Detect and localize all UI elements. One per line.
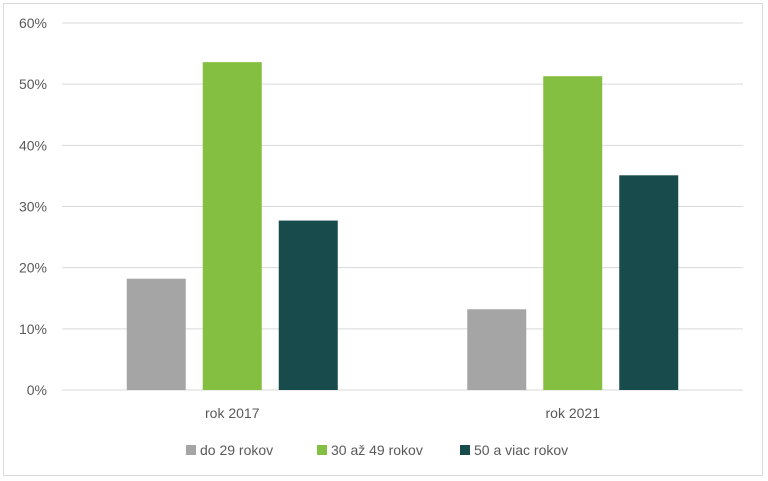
y-tick-label: 40%: [19, 137, 47, 153]
bar: [278, 220, 338, 390]
y-tick-label: 0%: [27, 382, 47, 398]
chart-border: [3, 3, 763, 476]
bar: [126, 278, 186, 390]
x-tick-label: rok 2021: [546, 405, 601, 421]
legend-swatch: [186, 445, 196, 455]
y-tick-label: 30%: [19, 199, 47, 215]
bar: [467, 309, 527, 390]
bar: [543, 76, 603, 390]
legend-label: do 29 rokov: [200, 442, 273, 458]
y-tick-label: 60%: [19, 15, 47, 31]
bar: [619, 175, 679, 390]
bar: [202, 62, 262, 390]
legend-swatch: [317, 445, 327, 455]
y-tick-label: 50%: [19, 76, 47, 92]
y-tick-label: 20%: [19, 260, 47, 276]
legend-label: 30 až 49 rokov: [331, 442, 423, 458]
y-tick-label: 10%: [19, 321, 47, 337]
legend-swatch: [460, 445, 470, 455]
x-tick-label: rok 2017: [205, 405, 260, 421]
legend-label: 50 a viac rokov: [474, 442, 568, 458]
